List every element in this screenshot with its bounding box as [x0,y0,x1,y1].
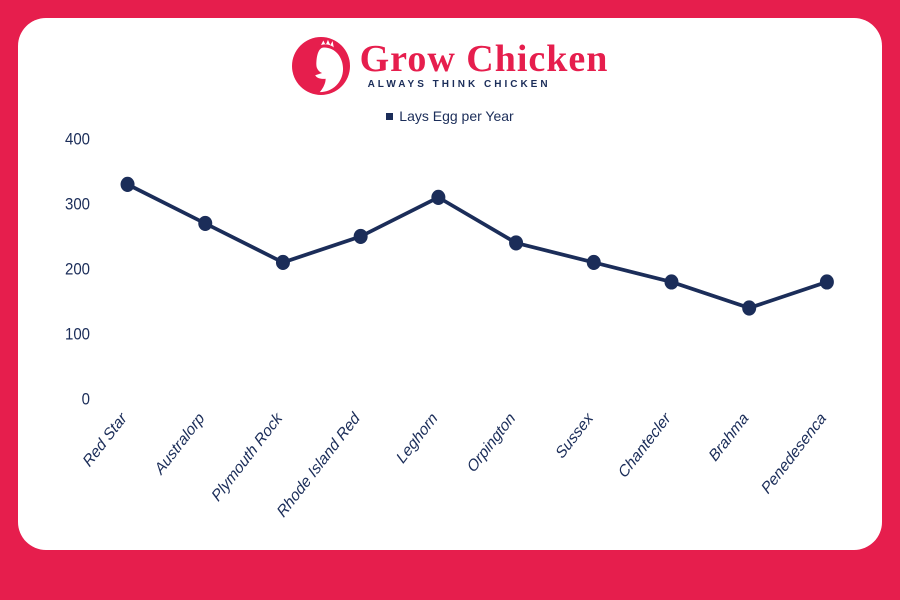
data-point [587,255,601,270]
data-point [198,216,212,231]
x-tick-label: Sussex [553,409,598,462]
x-tick-label: Chantecler [615,409,675,481]
chart-card: Grow Chicken ALWAYS THINK CHICKEN Lays E… [18,18,882,550]
legend-marker-icon [386,113,393,120]
chart-legend: Lays Egg per Year [48,108,852,124]
data-point [354,229,368,244]
data-point [509,235,523,250]
y-tick-label: 400 [65,131,90,149]
x-tick-label: Brahma [706,410,752,465]
page-frame: Grow Chicken ALWAYS THINK CHICKEN Lays E… [0,0,900,600]
y-tick-label: 200 [65,261,90,279]
brand-name: Grow Chicken [360,42,609,76]
x-tick-label: Rhode Island Red [274,409,364,521]
x-tick-label: Australorp [151,410,208,479]
x-tick-label: Penedesenca [758,410,830,498]
data-point [820,274,834,289]
brand-tagline: ALWAYS THINK CHICKEN [368,79,551,90]
y-tick-label: 0 [82,391,91,409]
brand-text: Grow Chicken ALWAYS THINK CHICKEN [360,42,609,89]
brand-header: Grow Chicken ALWAYS THINK CHICKEN [48,30,852,102]
chicken-logo-icon [292,37,350,95]
data-point [664,274,678,289]
data-point [742,300,756,315]
series-line [128,184,827,308]
x-tick-label: Orpington [464,410,519,476]
y-tick-label: 100 [65,326,90,344]
x-tick-label: Plymouth Rock [209,409,287,505]
data-point [431,190,445,205]
x-tick-label: Leghorn [393,410,441,467]
legend-label: Lays Egg per Year [399,108,513,124]
line-chart: 0 100 200 300 400 Red Star AustralorpPlymouth … [48,128,852,540]
x-tick-label: Red Star [80,409,131,470]
data-point [276,255,290,270]
data-point [121,177,135,192]
y-tick-label: 300 [65,196,90,214]
